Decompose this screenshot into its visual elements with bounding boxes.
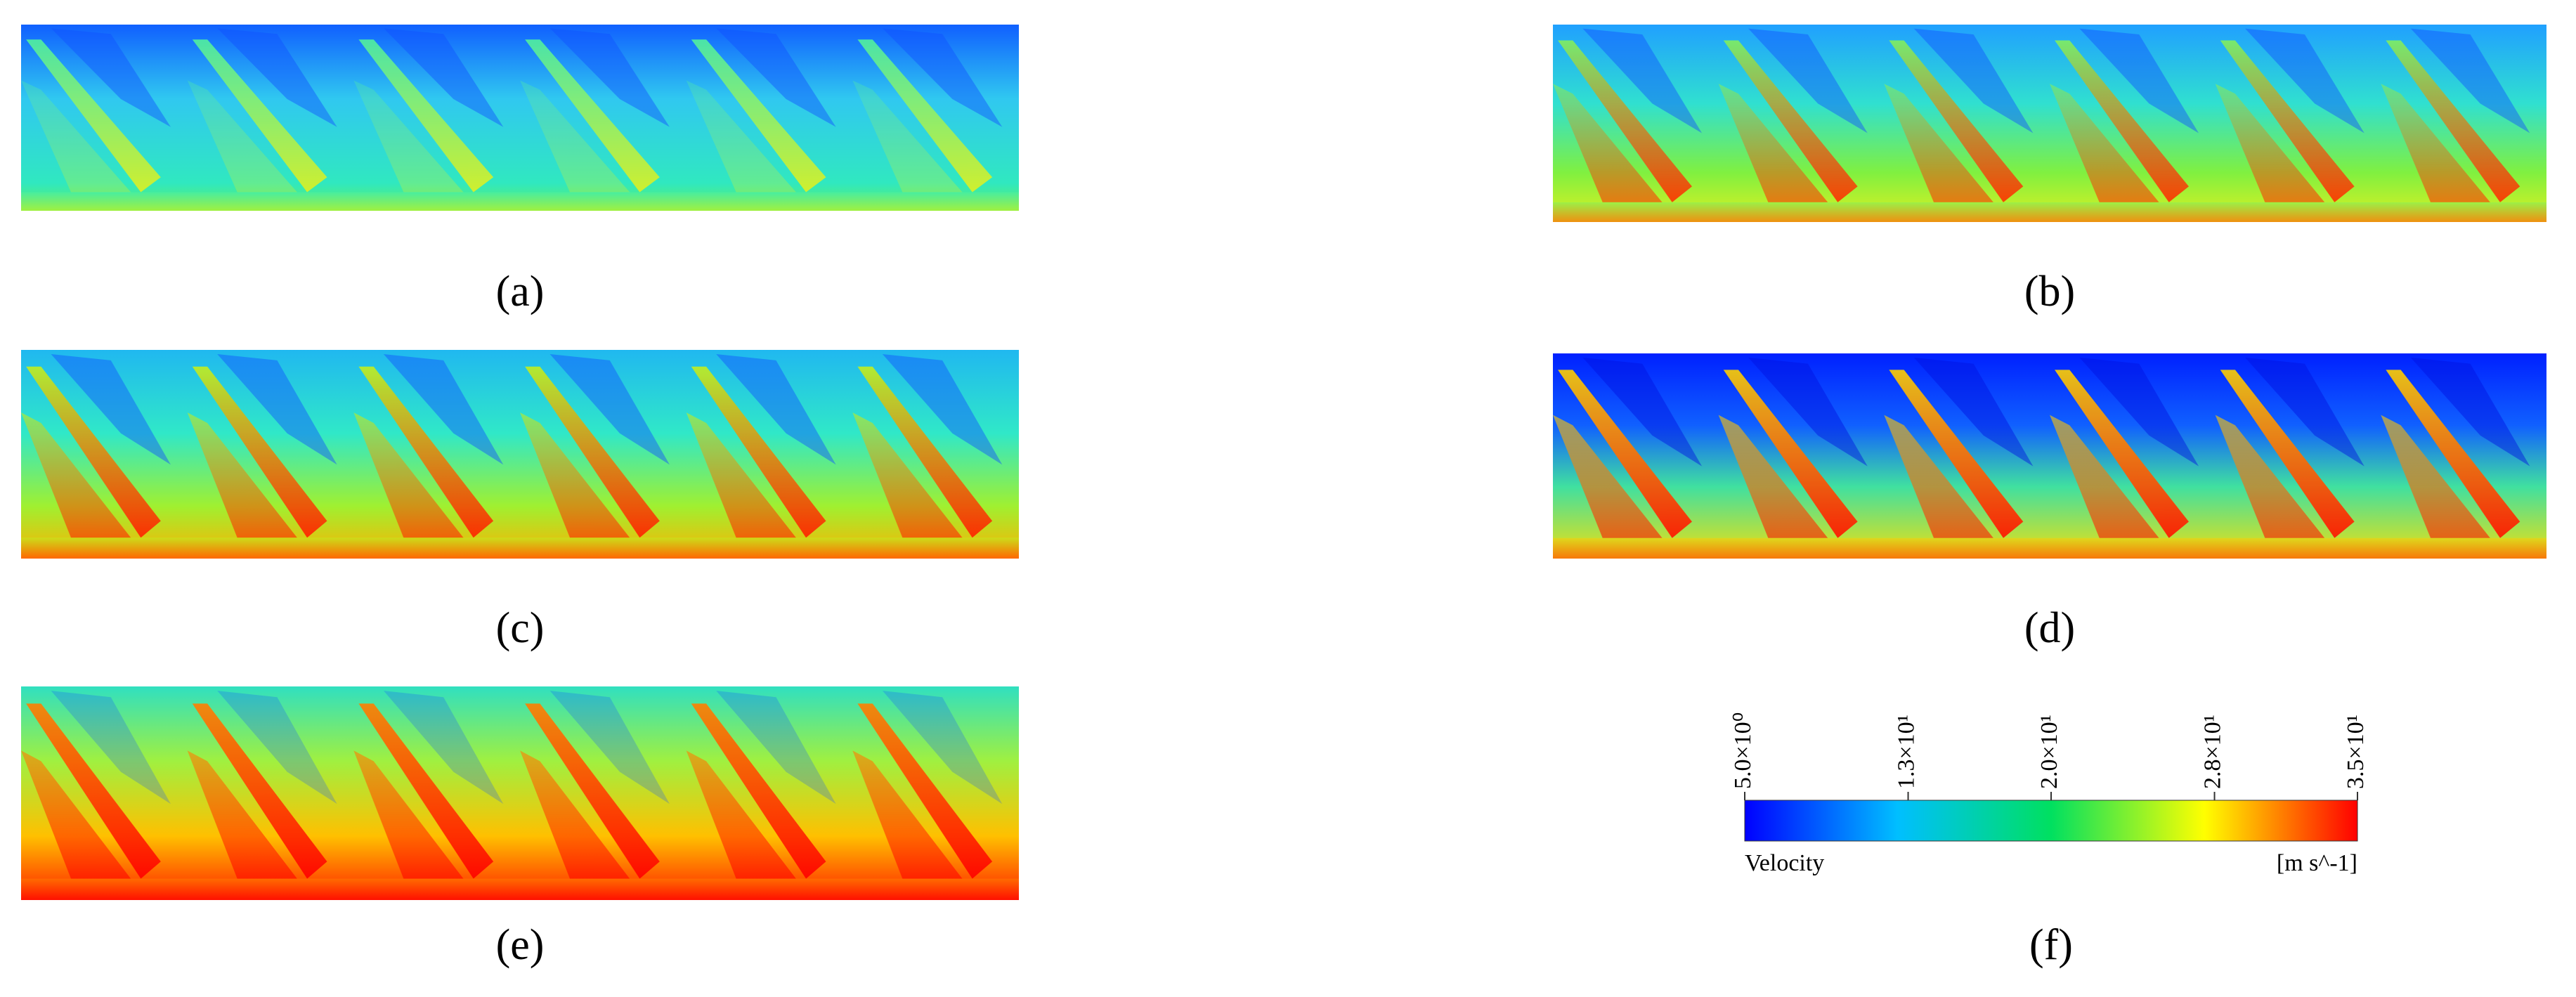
blade-contours <box>21 686 1019 900</box>
colorbar-tick-label: 1.3×10¹ <box>1893 715 1919 789</box>
colorbar-tick-label: 3.5×10¹ <box>2343 715 2369 789</box>
colorbar-unit: [m s^-1] <box>2277 850 2357 876</box>
panel-label: (b) <box>2024 268 2075 315</box>
colorbar-tick-label: 2.8×10¹ <box>2199 715 2225 789</box>
blade-contours <box>21 25 1019 211</box>
hub-band <box>21 878 1019 900</box>
colorbar-tick-label: 2.0×10¹ <box>2036 715 2062 789</box>
panel-label: (c) <box>496 604 545 652</box>
blade-contours <box>21 350 1019 559</box>
blade-contours <box>1553 353 2546 559</box>
hub-band <box>1553 202 2546 222</box>
panel-label: (f) <box>2029 921 2073 969</box>
panel-label: (d) <box>2024 604 2075 652</box>
hub-band <box>21 537 1019 559</box>
colorbar <box>1744 800 2358 842</box>
hub-band <box>21 192 1019 211</box>
colorbar-tick-label: 5.0×10⁰ <box>1730 712 1756 789</box>
colorbar-title: Velocity <box>1745 850 1824 876</box>
panel-label: (e) <box>496 921 545 969</box>
blade-contours <box>1553 25 2546 222</box>
hub-band <box>1553 537 2546 559</box>
panel-label: (a) <box>496 268 545 315</box>
